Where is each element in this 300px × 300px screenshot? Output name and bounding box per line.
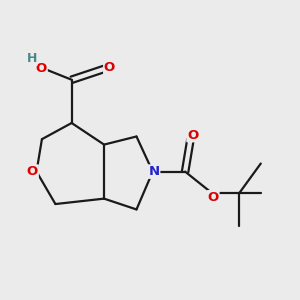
Text: N: N <box>148 165 160 178</box>
Text: O: O <box>208 191 219 204</box>
Text: O: O <box>187 129 198 142</box>
Text: O: O <box>36 62 47 75</box>
Text: H: H <box>26 52 37 65</box>
Text: O: O <box>27 165 38 178</box>
Text: O: O <box>104 61 115 74</box>
